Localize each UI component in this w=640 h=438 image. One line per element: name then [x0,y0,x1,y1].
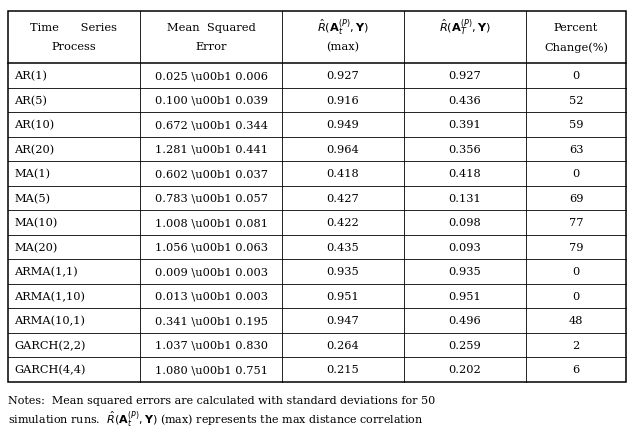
Text: Time      Series: Time Series [31,22,118,32]
Text: 0: 0 [572,291,580,301]
Text: 0: 0 [572,267,580,277]
Text: GARCH(4,4): GARCH(4,4) [14,364,86,374]
Text: 0.935: 0.935 [449,267,481,277]
Text: 0.672 \u00b1 0.344: 0.672 \u00b1 0.344 [154,120,268,130]
Text: AR(1): AR(1) [14,71,47,81]
Text: 0.391: 0.391 [449,120,481,130]
Text: 0: 0 [572,169,580,179]
Text: 0.264: 0.264 [326,340,360,350]
Text: 0.093: 0.093 [449,242,481,252]
Text: 59: 59 [569,120,583,130]
Text: 1.056 \u00b1 0.063: 1.056 \u00b1 0.063 [154,242,268,252]
Text: 0.215: 0.215 [326,364,360,374]
Text: 0.100 \u00b1 0.039: 0.100 \u00b1 0.039 [154,95,268,106]
Text: 0.927: 0.927 [326,71,360,81]
Text: 0.496: 0.496 [449,315,481,325]
Text: 0.356: 0.356 [449,145,481,155]
Text: (max): (max) [326,42,360,53]
Text: 69: 69 [569,193,583,203]
Text: 0.927: 0.927 [449,71,481,81]
Text: MA(5): MA(5) [14,193,50,203]
Text: $\hat{R}(\mathbf{A}_t^{(P)},\mathbf{Y})$: $\hat{R}(\mathbf{A}_t^{(P)},\mathbf{Y})$ [317,18,369,37]
Text: 0.422: 0.422 [326,218,360,228]
Text: 1.281 \u00b1 0.441: 1.281 \u00b1 0.441 [154,145,268,155]
Text: Process: Process [52,42,97,52]
Text: 6: 6 [572,364,580,374]
Text: 0.435: 0.435 [326,242,360,252]
Text: 0.964: 0.964 [326,145,360,155]
Text: 0.436: 0.436 [449,95,481,106]
Text: MA(10): MA(10) [14,218,58,228]
Text: MA(1): MA(1) [14,169,50,179]
Text: 0.009 \u00b1 0.003: 0.009 \u00b1 0.003 [154,267,268,277]
Text: ARMA(1,1): ARMA(1,1) [14,266,77,277]
Text: 0.602 \u00b1 0.037: 0.602 \u00b1 0.037 [154,169,268,179]
Text: 77: 77 [569,218,583,228]
Text: ARMA(1,10): ARMA(1,10) [14,291,85,301]
Text: $\hat{R}(\mathbf{A}_T^{(P)},\mathbf{Y})$: $\hat{R}(\mathbf{A}_T^{(P)},\mathbf{Y})$ [439,18,491,37]
Text: GARCH(2,2): GARCH(2,2) [14,340,86,350]
Text: 52: 52 [569,95,583,106]
Text: 0.427: 0.427 [326,193,360,203]
Text: AR(10): AR(10) [14,120,54,130]
Text: 0.951: 0.951 [326,291,360,301]
Text: 0: 0 [572,71,580,81]
Text: 0.025 \u00b1 0.006: 0.025 \u00b1 0.006 [154,71,268,81]
Text: Notes:  Mean squared errors are calculated with standard deviations for 50: Notes: Mean squared errors are calculate… [8,395,435,405]
Text: 0.916: 0.916 [326,95,360,106]
Text: 0.951: 0.951 [449,291,481,301]
Text: Change(%): Change(%) [544,42,608,53]
Text: ARMA(10,1): ARMA(10,1) [14,315,85,326]
Text: Mean  Squared: Mean Squared [166,22,255,32]
Text: Error: Error [195,42,227,52]
Text: 0.098: 0.098 [449,218,481,228]
Text: 63: 63 [569,145,583,155]
Text: MA(20): MA(20) [14,242,58,252]
Text: 1.037 \u00b1 0.830: 1.037 \u00b1 0.830 [154,340,268,350]
Text: simulation runs.  $\hat{R}(\mathbf{A}_t^{(P)},\mathbf{Y})$ (max) represents the : simulation runs. $\hat{R}(\mathbf{A}_t^{… [8,409,424,428]
Bar [8,12,626,381]
Text: 0.949: 0.949 [326,120,360,130]
Text: 0.202: 0.202 [449,364,481,374]
Text: 0.131: 0.131 [449,193,481,203]
Text: 0.783 \u00b1 0.057: 0.783 \u00b1 0.057 [154,193,268,203]
Text: 0.418: 0.418 [449,169,481,179]
Text: 1.008 \u00b1 0.081: 1.008 \u00b1 0.081 [154,218,268,228]
Text: 0.341 \u00b1 0.195: 0.341 \u00b1 0.195 [154,315,268,325]
Text: 2: 2 [572,340,580,350]
Text: 0.013 \u00b1 0.003: 0.013 \u00b1 0.003 [154,291,268,301]
Text: 0.935: 0.935 [326,267,360,277]
Text: 0.259: 0.259 [449,340,481,350]
Text: Percent: Percent [554,22,598,32]
Text: 0.418: 0.418 [326,169,360,179]
Text: 1.080 \u00b1 0.751: 1.080 \u00b1 0.751 [154,364,268,374]
Text: 48: 48 [569,315,583,325]
Text: 0.947: 0.947 [326,315,360,325]
Text: AR(20): AR(20) [14,144,54,155]
Text: AR(5): AR(5) [14,95,47,106]
Text: 79: 79 [569,242,583,252]
